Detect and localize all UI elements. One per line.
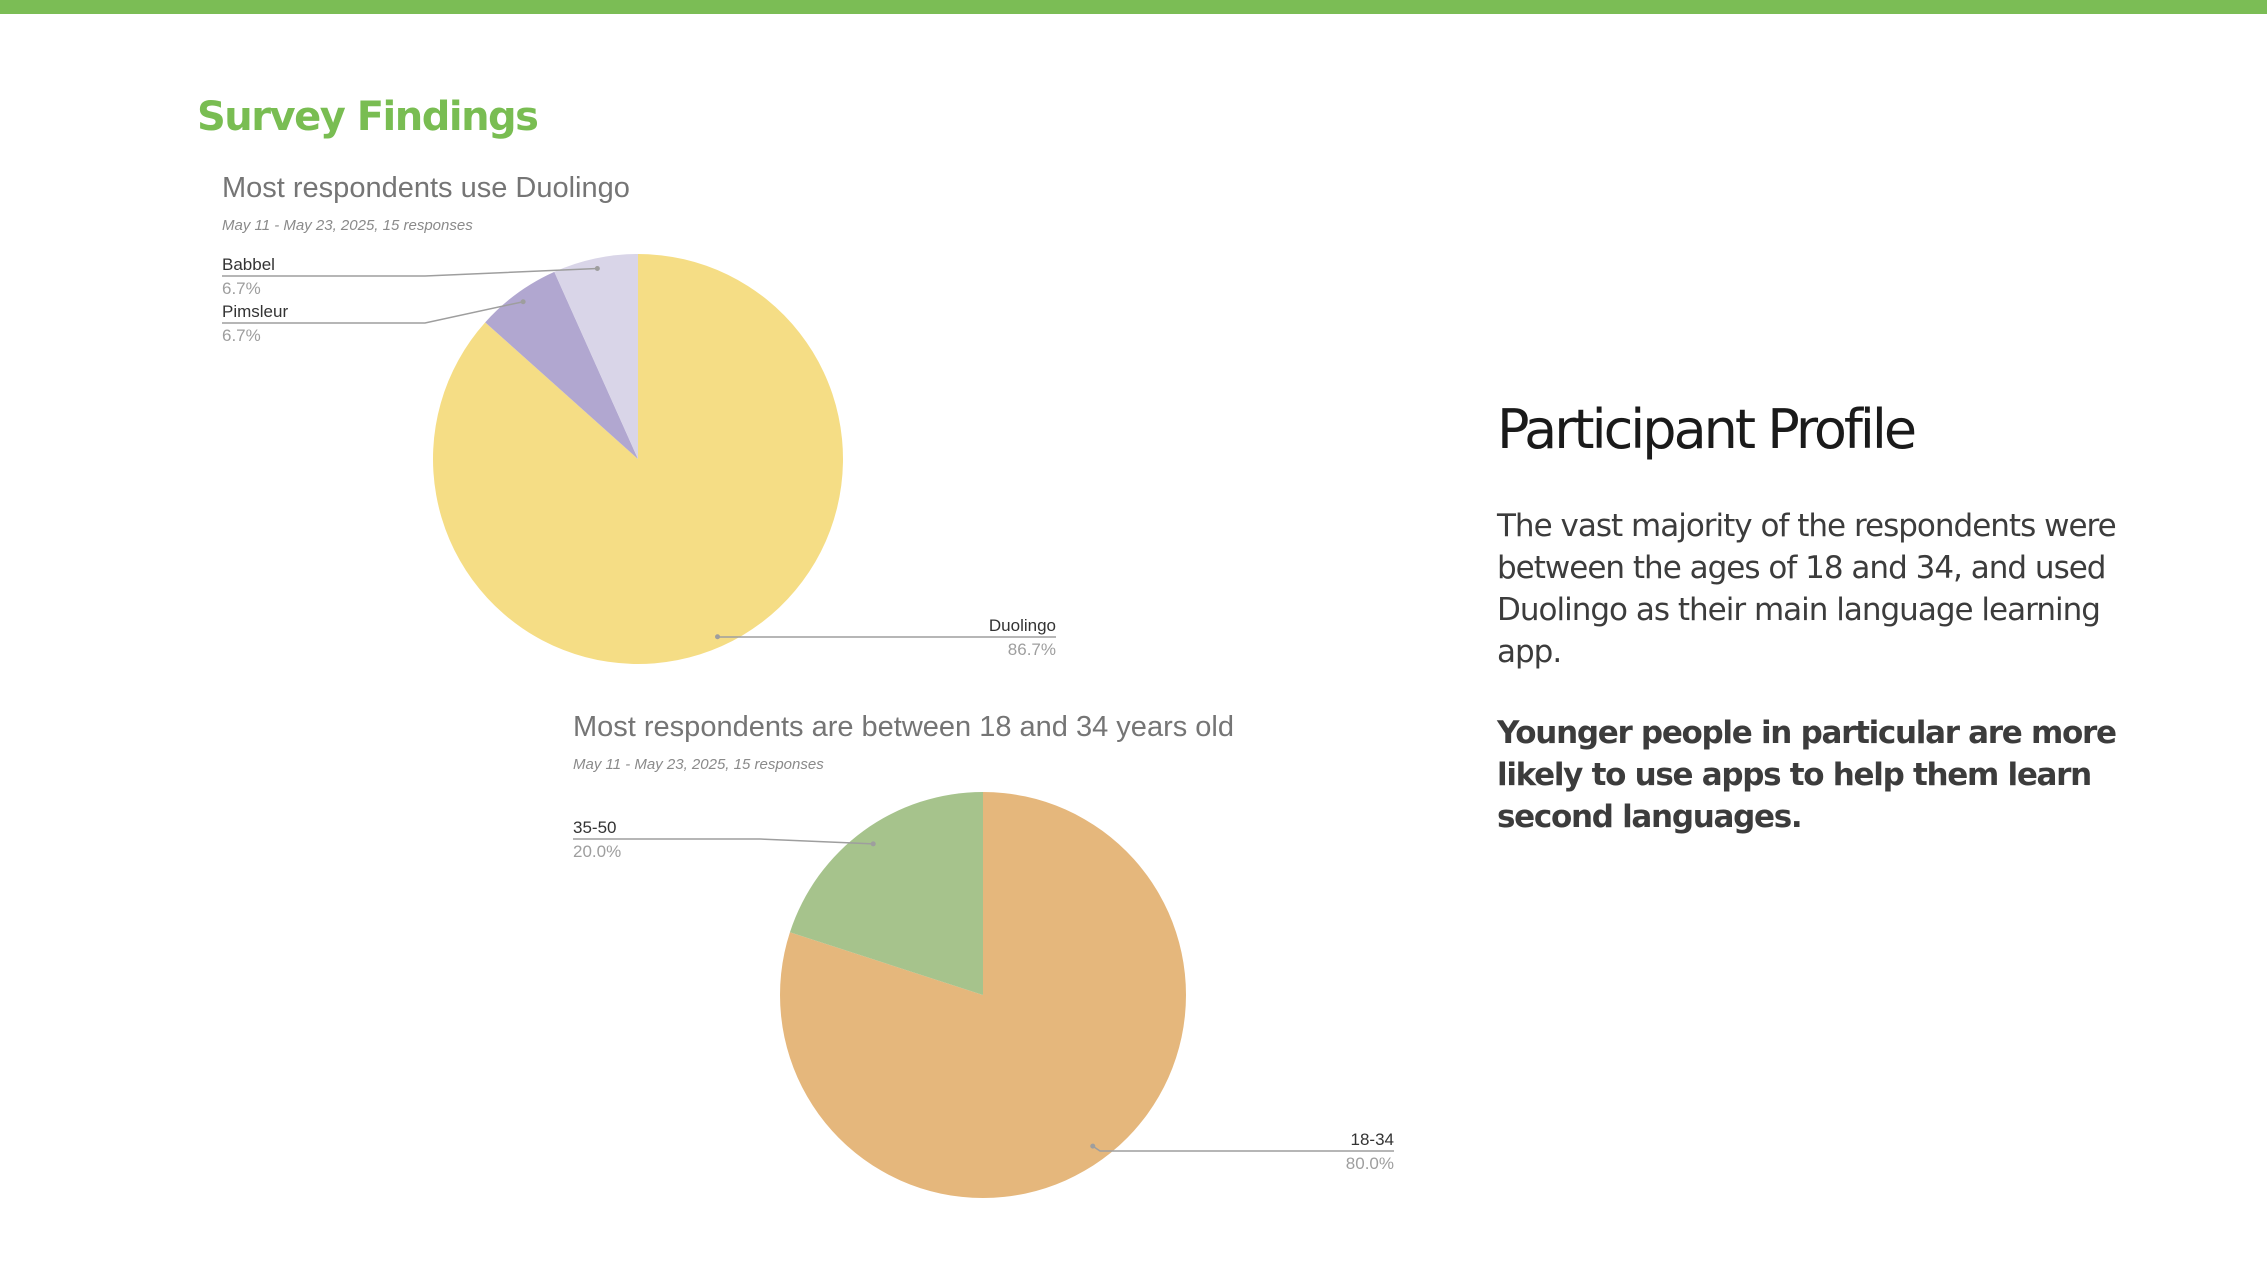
leader-dot: [594, 266, 600, 272]
leader-dot: [1090, 1143, 1096, 1149]
slice-label: Babbel: [222, 255, 275, 274]
leader-dot: [870, 841, 876, 847]
profile-emphasis-text: Younger people in particular are more li…: [1497, 715, 2117, 835]
slice-label: Duolingo: [989, 616, 1056, 635]
pie-slice-babbel: [554, 254, 638, 459]
chart-title: Most respondents are between 18 and 34 y…: [573, 711, 1234, 743]
slice-value-label: 6.7%: [222, 279, 261, 298]
chart-subtitle: May 11 - May 23, 2025, 15 responses: [573, 756, 824, 773]
leader-line: [222, 300, 524, 324]
slice-value-label: 6.7%: [222, 326, 261, 345]
leader-dot: [715, 634, 721, 640]
leader-line: [222, 267, 598, 277]
chart-title: Most respondents use Duolingo: [222, 172, 630, 204]
chart-subtitle: May 11 - May 23, 2025, 15 responses: [222, 217, 473, 234]
slice-label: Pimsleur: [222, 302, 288, 321]
section-title: Survey Findings: [197, 94, 539, 140]
slice-label: 35-50: [573, 818, 616, 837]
top-accent-bar: [0, 0, 2267, 14]
pie-slice-35-50: [789, 792, 983, 995]
pie-slice-pimsleur: [485, 271, 638, 459]
pie-slice-duolingo: [432, 254, 843, 664]
profile-title: Participant Profile: [1497, 398, 1917, 461]
leader-dot: [520, 299, 526, 305]
profile-body-text: The vast majority of the respondents wer…: [1497, 508, 2117, 670]
leader-line: [573, 838, 874, 845]
slice-value-label: 20.0%: [573, 842, 621, 861]
slice-value-label: 80.0%: [1346, 1154, 1394, 1173]
leader-line: [1092, 1145, 1394, 1152]
slice-label: 18-34: [1351, 1130, 1394, 1149]
slice-value-label: 86.7%: [1008, 640, 1056, 659]
